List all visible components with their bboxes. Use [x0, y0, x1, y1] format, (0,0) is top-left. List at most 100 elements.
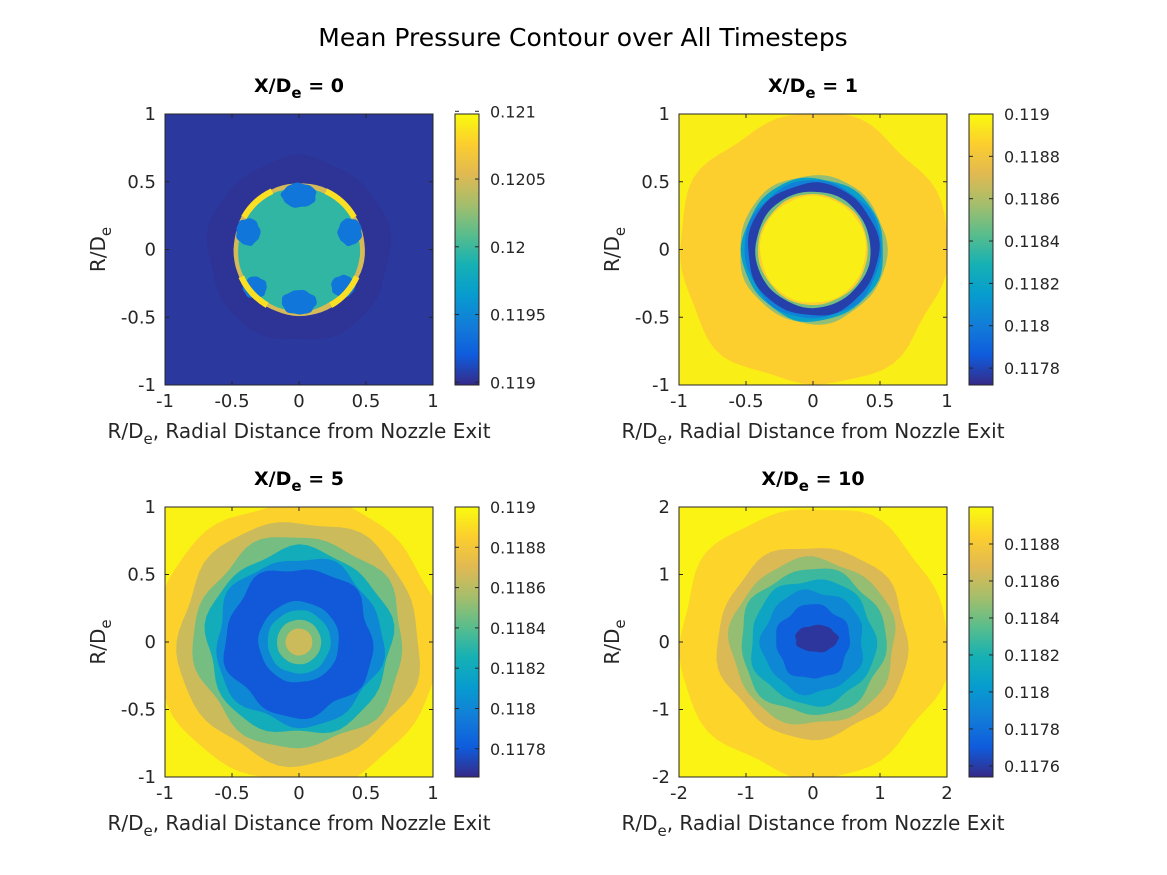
x-tick-label: 0.5	[352, 391, 381, 412]
x-axis-label: R/De, Radial Distance from Nozzle Exit	[621, 811, 1004, 840]
subplot-title: X/De = 5	[254, 468, 344, 495]
x-tick-label: -0.5	[214, 391, 249, 412]
y-axis-label-main: R/D	[86, 629, 110, 665]
colorbar-tick-label: 0.1178	[490, 740, 546, 759]
y-tick-label: -1	[652, 700, 670, 721]
x-axis-label-main: R/D	[621, 419, 657, 443]
colorbar-tick-label: 0.1184	[1004, 609, 1060, 628]
subplot-title-tail: = 1	[816, 75, 858, 97]
x-tick-label: 0	[293, 783, 304, 804]
y-tick-label: 0	[145, 240, 156, 261]
x-tick-label: 0	[807, 783, 818, 804]
y-tick-label: 0	[659, 632, 670, 653]
subplot-title-main: X/D	[254, 468, 291, 490]
x-axis-label: R/De, Radial Distance from Nozzle Exit	[107, 419, 490, 448]
colorbar	[968, 113, 994, 386]
subplot-title: X/De = 0	[254, 75, 344, 102]
contour-field	[165, 507, 433, 777]
x-tick-label: -1	[156, 391, 174, 412]
y-tick-label: 1	[659, 104, 670, 125]
subplot-title: X/De = 1	[768, 75, 858, 102]
subplot-title-main: X/D	[761, 468, 798, 490]
colorbar-tick-label: 0.1186	[1004, 572, 1060, 591]
contour-blob	[281, 289, 317, 315]
colorbar-tick-label: 0.1176	[1004, 757, 1060, 776]
y-tick-label: 0.5	[127, 172, 156, 193]
colorbar-tick-label: 0.119	[490, 373, 536, 392]
contour-arc	[238, 275, 269, 308]
contour-level	[238, 188, 361, 312]
x-axis-label-tail: , Radial Distance from Nozzle Exit	[153, 811, 491, 835]
x-tick-label: 1	[874, 783, 885, 804]
colorbar-tick-label: 0.1182	[490, 659, 546, 678]
x-axis-label-main: R/D	[621, 811, 657, 835]
figure-title: Mean Pressure Contour over All Timesteps	[318, 23, 847, 52]
y-axis-label-sub: e	[611, 619, 629, 628]
y-tick-label: 2	[659, 497, 670, 518]
y-axis-label: R/De	[86, 619, 115, 664]
y-tick-label: 0.5	[127, 565, 156, 586]
y-tick-label: -2	[652, 767, 670, 788]
y-axis-label: R/De	[600, 227, 629, 272]
colorbar-tick-label: 0.1178	[1004, 359, 1060, 378]
colorbar	[454, 506, 480, 778]
y-axis-label: R/De	[86, 227, 115, 272]
contour-arc	[324, 188, 357, 219]
colorbar	[454, 113, 480, 386]
subplot-title-tail: = 10	[809, 468, 865, 490]
colorbar	[968, 506, 994, 778]
x-axis-label: R/De, Radial Distance from Nozzle Exit	[107, 811, 490, 840]
x-tick-label: 0	[807, 391, 818, 412]
x-axis-label-tail: , Radial Distance from Nozzle Exit	[667, 419, 1005, 443]
subplot-title-tail: = 0	[302, 75, 344, 97]
colorbar-tick-label: 0.12	[490, 238, 526, 257]
colorbar-tick-label: 0.1182	[1004, 274, 1060, 293]
colorbar-tick-label: 0.1184	[490, 619, 546, 638]
y-axis-label-main: R/D	[86, 236, 110, 272]
contour-field	[679, 509, 947, 777]
x-tick-label: -0.5	[214, 783, 249, 804]
x-tick-label: -1	[156, 783, 174, 804]
subplot-title-sub: e	[805, 84, 815, 102]
y-tick-label: 0	[145, 632, 156, 653]
x-axis-label-sub: e	[657, 822, 666, 840]
y-axis-label-sub: e	[97, 619, 115, 628]
subplot-title: X/De = 10	[761, 468, 864, 495]
x-axis-label-main: R/D	[107, 419, 143, 443]
x-axis-label-sub: e	[143, 822, 152, 840]
y-tick-label: 0	[659, 240, 670, 261]
x-axis-label-tail: , Radial Distance from Nozzle Exit	[153, 419, 491, 443]
contour-blob	[795, 624, 839, 653]
colorbar-tick-label: 0.1178	[1004, 720, 1060, 739]
contour-blob	[337, 218, 362, 247]
colorbar-tick-label: 0.1186	[1004, 190, 1060, 209]
y-tick-label: 0.5	[641, 172, 670, 193]
y-axis-label-sub: e	[611, 227, 629, 236]
subplot-title-main: X/D	[768, 75, 805, 97]
x-tick-label: 0.5	[866, 391, 895, 412]
colorbar-tick-label: 0.118	[1004, 317, 1050, 336]
x-tick-label: 0.5	[352, 783, 381, 804]
subplot-title-sub: e	[799, 477, 809, 495]
y-tick-label: -0.5	[121, 307, 156, 328]
x-axis-label-sub: e	[657, 430, 666, 448]
x-tick-label: 1	[427, 783, 438, 804]
y-tick-label: 1	[145, 104, 156, 125]
y-axis-label: R/De	[600, 619, 629, 664]
x-tick-label: -1	[670, 391, 688, 412]
y-tick-label: 1	[659, 565, 670, 586]
subplot-title-tail: = 5	[302, 468, 344, 490]
contour-level	[759, 195, 866, 303]
colorbar-tick-label: 0.118	[1004, 683, 1050, 702]
y-tick-label: -1	[652, 375, 670, 396]
x-tick-label: 1	[427, 391, 438, 412]
subplot-title-sub: e	[291, 477, 301, 495]
x-tick-label: 0	[293, 391, 304, 412]
subplot-1: -1 -0.5 0 0.5 1-1-0.500.51X/De = 1R/De, Radi…	[600, 75, 1060, 448]
colorbar-tick-label: 0.119	[490, 498, 536, 517]
y-axis-label-main: R/D	[600, 236, 624, 272]
x-axis-label: R/De, Radial Distance from Nozzle Exit	[621, 419, 1004, 448]
x-tick-label: -2	[670, 783, 688, 804]
colorbar-tick-label: 0.1205	[490, 170, 546, 189]
